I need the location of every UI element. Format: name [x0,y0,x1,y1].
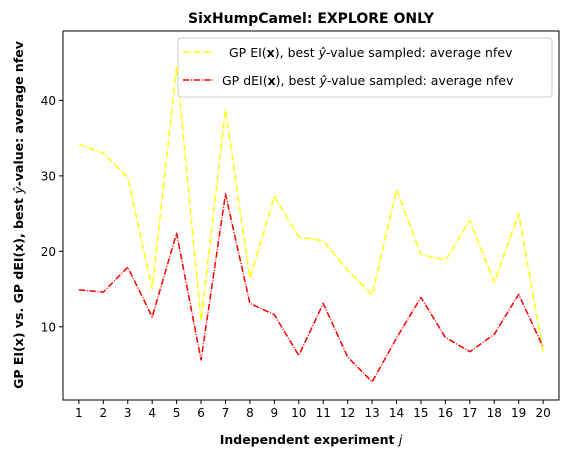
x-tick-label: 12 [340,406,355,420]
legend-label-dei: GP dEI(x), best ŷ-value sampled: average… [222,73,514,88]
y-axis: 10 20 30 40 [41,94,63,334]
y-tick-label: 40 [41,94,56,108]
x-tick-label: 4 [148,406,156,420]
x-tick-label: 15 [413,406,428,420]
x-tick-label: 19 [511,406,526,420]
legend-label-ei: GP EI(x), best ŷ-value sampled: average … [229,45,513,60]
y-tick-label: 10 [41,320,56,334]
x-tick-label: 6 [197,406,205,420]
x-tick-label: 14 [389,406,404,420]
legend-box [177,37,553,98]
x-tick-label: 11 [316,406,331,420]
x-tick-label: 3 [124,406,132,420]
plot-frame [62,30,560,401]
x-tick-label: 7 [222,406,230,420]
x-axis-label: Independent experiment j [220,432,403,447]
y-tick-label: 20 [41,245,56,259]
x-tick-label: 5 [173,406,181,420]
x-tick-label: 2 [99,406,107,420]
x-tick-label: 1 [75,406,83,420]
x-tick-label: 18 [487,406,502,420]
x-tick-label: 8 [246,406,254,420]
series-line-dei [78,193,544,383]
x-tick-label: 13 [364,406,379,420]
series-layer [78,65,544,383]
y-tick-label: 30 [41,169,56,183]
x-tick-label: 17 [462,406,477,420]
y-axis-label: GP EI(x) vs. GP dEI(x), best ŷ-value: av… [11,41,26,389]
x-tick-label: 20 [535,406,550,420]
series-line-ei [78,65,544,352]
legend: GP EI(x), best ŷ-value sampled: average … [177,37,553,98]
x-tick-label: 9 [271,406,279,420]
x-tick-label: 10 [291,406,306,420]
x-tick-label: 16 [438,406,453,420]
chart-title: SixHumpCamel: EXPLORE ONLY [188,11,435,27]
x-axis: 1 2 3 4 5 6 7 8 9 10 11 12 13 14 15 16 17 18 19 20 [75,400,551,420]
